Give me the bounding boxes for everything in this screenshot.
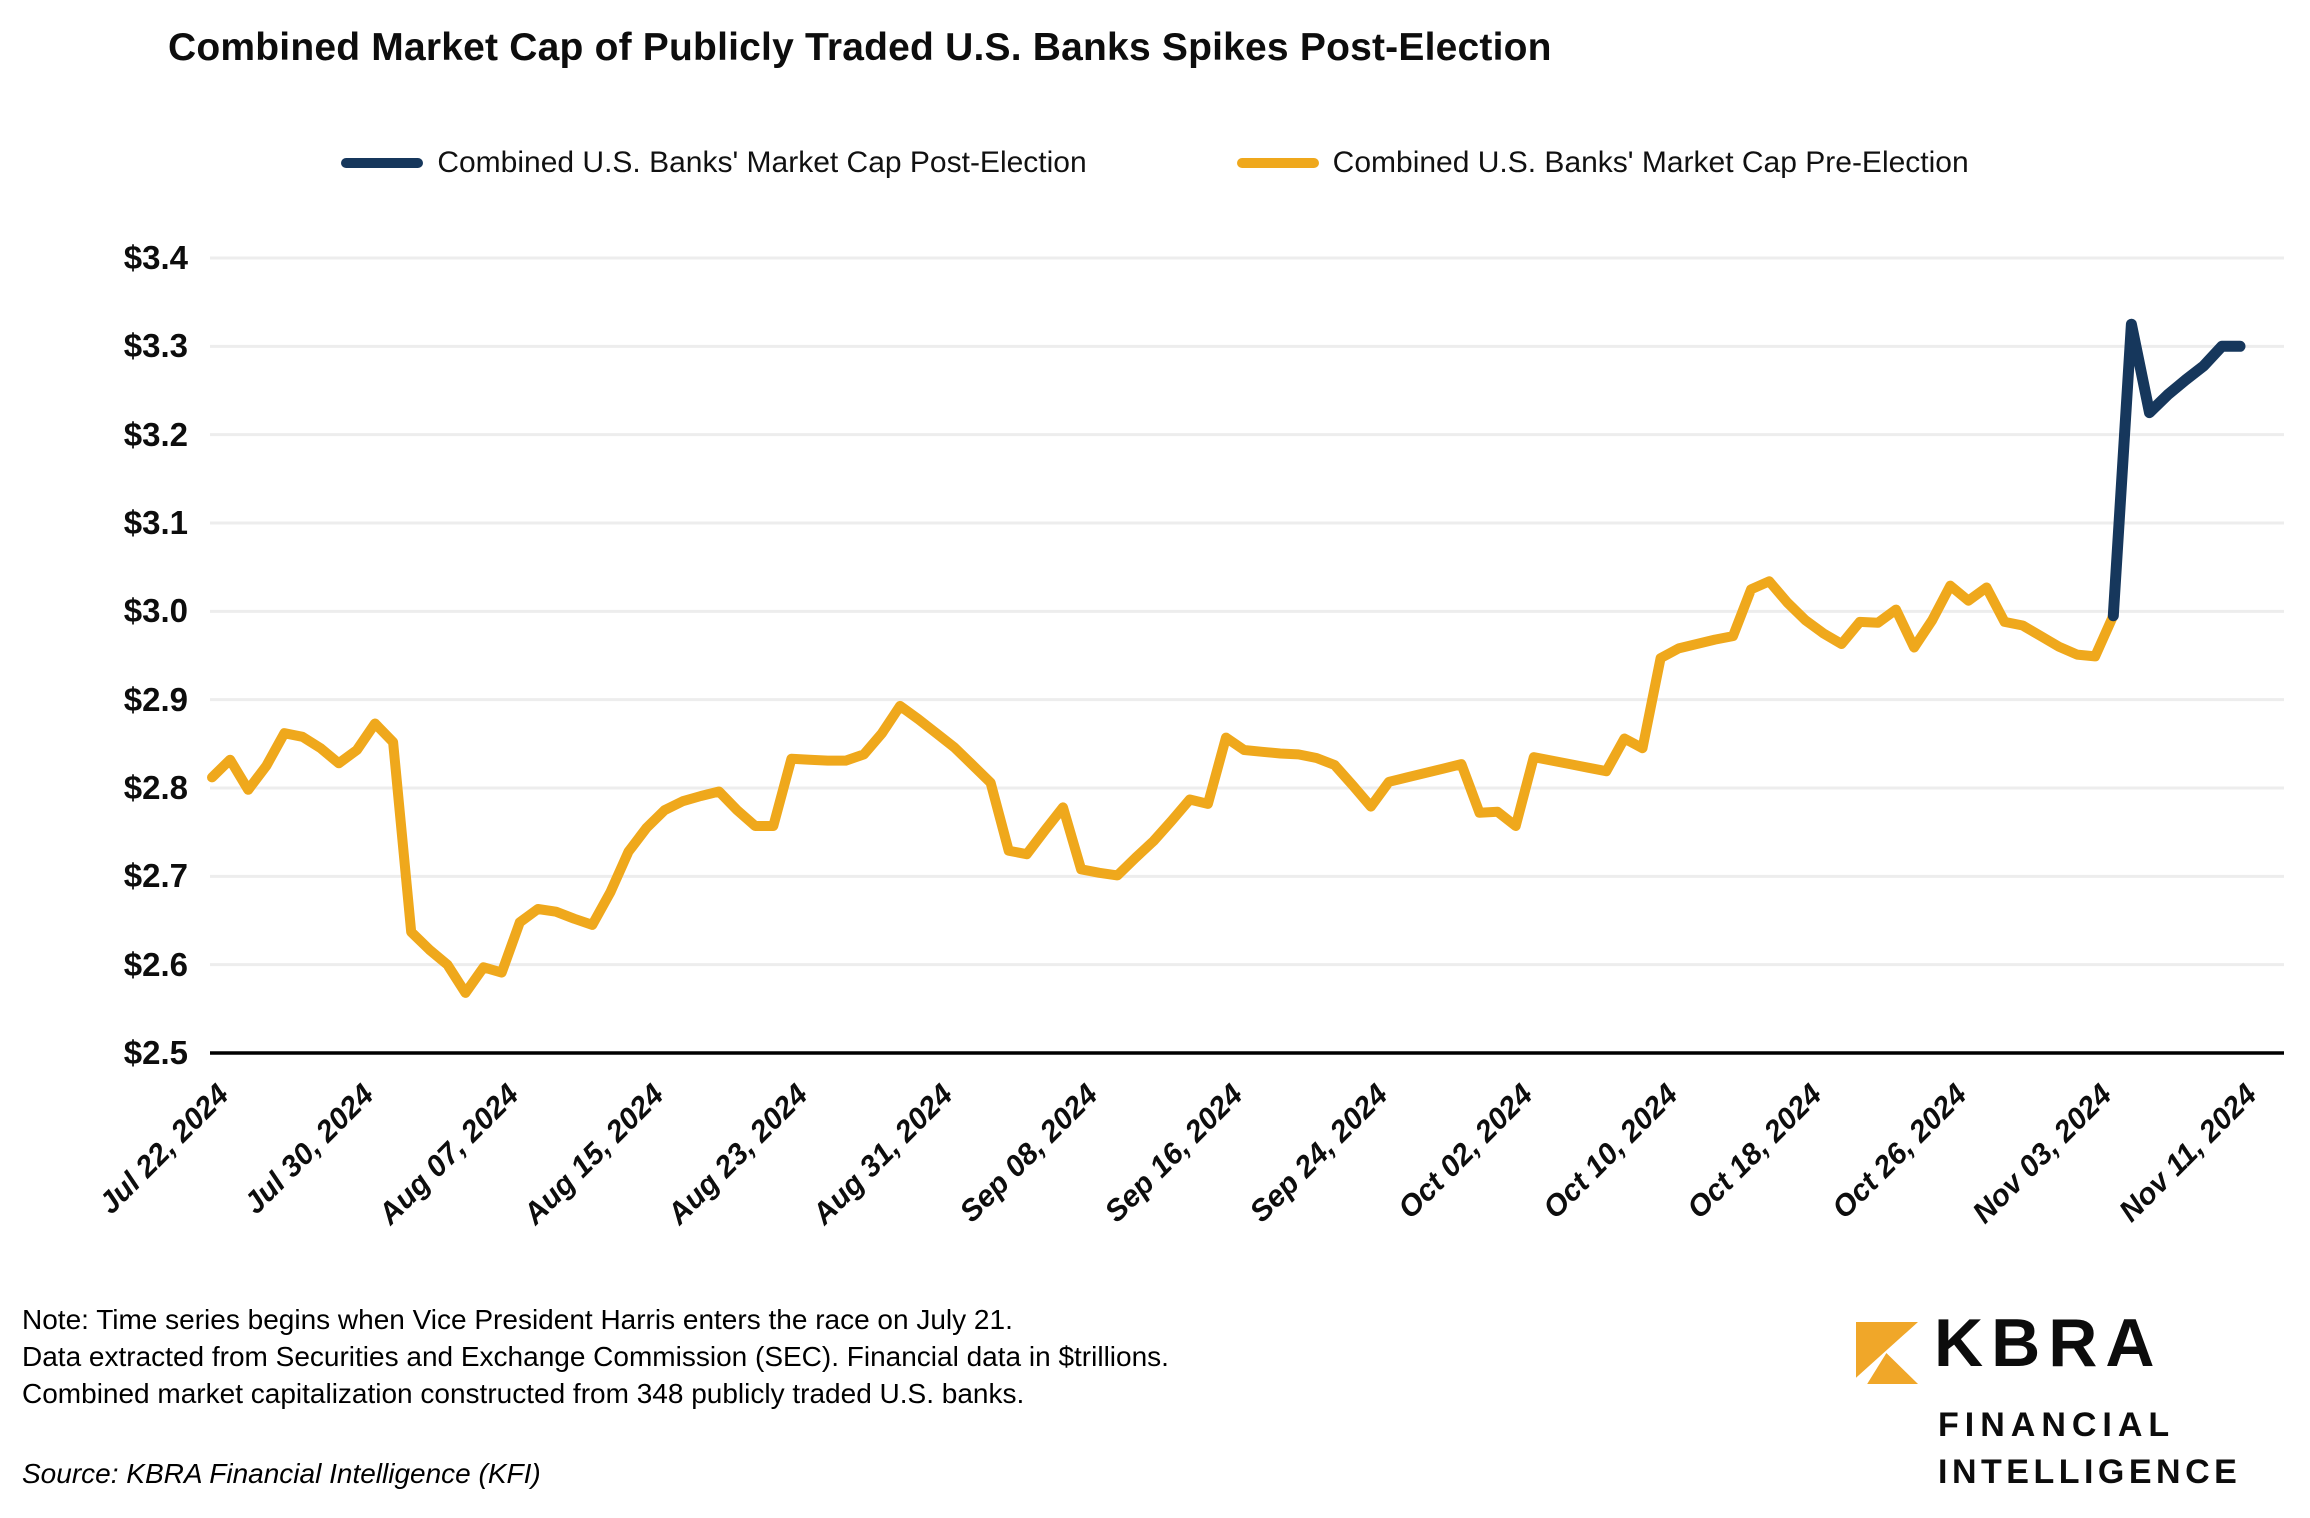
kbra-wordmark: KBRA	[1934, 1305, 2163, 1381]
pre-election-line	[207, 576, 2119, 998]
post-election-line-swatch	[341, 158, 424, 168]
source-note: Source: KBRA Financial Intelligence (KFI…	[22, 1458, 541, 1489]
y-axis-label: $3.0	[123, 592, 188, 630]
post-election-line	[2107, 318, 2246, 622]
chart-title: Combined Market Cap of Publicly Traded U…	[168, 26, 1552, 69]
y-axis-label: $2.6	[123, 945, 188, 983]
y-axis-label: $3.1	[123, 504, 188, 541]
y-axis-label: $3.3	[123, 327, 188, 365]
note-line-2: Data extracted from Securities and Excha…	[22, 1341, 1169, 1372]
y-axis-label: $3.2	[123, 415, 188, 453]
note-line-3: Combined market capitalization construct…	[22, 1378, 1025, 1409]
gridlines	[210, 256, 2284, 967]
legend: Combined U.S. Banks' Market Cap Post-Ele…	[0, 146, 2310, 180]
kbra-logo-intelligence-text: INTELLIGENCE	[1938, 1453, 2242, 1491]
y-axis-label: $3.4	[123, 239, 188, 276]
pre-election-line-swatch	[1236, 158, 1319, 168]
y-axis-label: $2.5	[123, 1034, 188, 1071]
legend-label-pre-election: Combined U.S. Banks' Market Cap Pre-Elec…	[1332, 146, 1969, 179]
legend-label-post-election: Combined U.S. Banks' Market Cap Post-Ele…	[437, 146, 1087, 179]
note-line-1: Note: Time series begins when Vice Presi…	[22, 1304, 1013, 1335]
y-axis-label: $2.7	[123, 857, 188, 895]
y-axis-label: $2.8	[123, 769, 188, 806]
y-axis-label: $2.9	[123, 680, 188, 718]
kbra-logo-mark	[1856, 1322, 1918, 1384]
kbra-logo-financial-text: FINANCIAL	[1938, 1406, 2176, 1444]
legend-item-pre-election: Combined U.S. Banks' Market Cap Pre-Elec…	[1236, 146, 1969, 180]
legend-item-post-election: Combined U.S. Banks' Market Cap Post-Ele…	[341, 146, 1087, 180]
